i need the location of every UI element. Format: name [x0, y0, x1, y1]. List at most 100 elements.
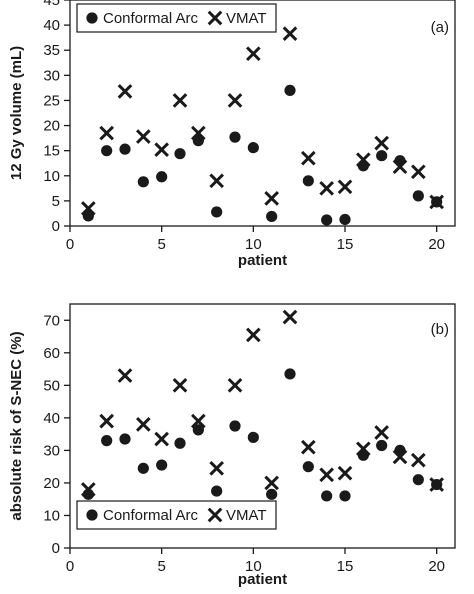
vmat-point [282, 26, 298, 41]
vmat-point [374, 425, 389, 440]
x-stroke [429, 477, 444, 492]
x-stroke [246, 46, 261, 62]
x-stroke [207, 10, 223, 26]
y-tick-label: 45 [43, 0, 60, 9]
conformal-arc-point [156, 459, 168, 471]
y-tick-label: 40 [43, 410, 60, 427]
vmat-point [81, 482, 96, 497]
vmat-point [227, 93, 243, 108]
conformal-arc-point [119, 433, 131, 445]
x-stroke [429, 194, 444, 210]
tick-marks [64, 319, 438, 554]
legend: Conformal Arc VMAT [76, 3, 277, 33]
y-tick-label: 25 [43, 92, 60, 109]
x-tick-label: 0 [66, 236, 74, 253]
legend-box [76, 500, 277, 530]
conformal-arc-point [321, 214, 333, 226]
vmat-point [264, 475, 279, 491]
x-tick-label: 10 [245, 236, 262, 253]
x-stroke [319, 181, 334, 196]
x-stroke [246, 327, 261, 343]
panel-tag: (a) [431, 19, 449, 36]
x-stroke [264, 475, 279, 491]
legend-x-marker [207, 10, 223, 26]
vmat-point [337, 179, 353, 195]
conformal-arc-point [229, 420, 241, 432]
conformal-arc-point [119, 143, 131, 155]
vmat-point [117, 368, 133, 383]
x-stroke [356, 441, 371, 457]
data-marks [81, 26, 444, 226]
x-tick-label: 5 [157, 236, 165, 253]
vmat-point [172, 378, 188, 393]
vmat-point [227, 378, 243, 393]
x-stroke [209, 460, 224, 476]
vmat-point [374, 135, 389, 151]
conformal-arc-point [156, 171, 168, 183]
conformal-arc-point [266, 210, 278, 223]
legend-circle-marker [86, 509, 98, 521]
x-stroke [411, 452, 426, 468]
x-stroke [81, 482, 96, 497]
conformal-arc-point [101, 435, 113, 447]
x-stroke [99, 413, 114, 429]
vmat-point [136, 129, 151, 144]
x-stroke [227, 93, 243, 108]
vmat-point [301, 439, 316, 455]
conformal-arc-point [247, 431, 259, 443]
vmat-point [264, 191, 279, 206]
y-tick-label: 30 [43, 67, 60, 84]
vmat-point [246, 46, 261, 62]
x-stroke [207, 507, 223, 523]
x-tick-label: 5 [157, 558, 165, 575]
legend-x-icon [207, 10, 223, 26]
plot-area-frame [69, 0, 456, 227]
tick-labels: 0 5 10 15 20 0 10 20 30 40 50 60 70 [43, 312, 445, 575]
tick-marks [64, 0, 438, 232]
x-stroke [154, 431, 169, 447]
x-stroke [282, 309, 298, 325]
conformal-arc-point [339, 213, 351, 226]
legend-circle-icon [86, 509, 98, 521]
vmat-point [191, 125, 206, 141]
vmat-point [209, 173, 224, 189]
legend-x-icon [207, 507, 223, 523]
x-stroke [337, 465, 353, 481]
x-stroke [172, 378, 188, 393]
vmat-point [154, 431, 169, 447]
conformal-arc-point [376, 439, 388, 452]
vmat-point [209, 460, 224, 476]
conformal-arc-point [174, 148, 186, 160]
vmat-point [301, 150, 316, 166]
vmat-point [429, 194, 444, 210]
conformal-arc-point [284, 84, 296, 96]
legend-label-conformal-arc: Conformal Arc [103, 10, 199, 27]
y-tick-label: 5 [52, 193, 60, 210]
data-marks [81, 309, 444, 502]
legend-label-vmat: VMAT [226, 507, 267, 524]
conformal-arc-point [302, 461, 314, 473]
chart-panel-b: 0 5 10 15 20 0 10 20 30 40 50 60 70 patient absolute… [8, 303, 456, 588]
conformal-arc-point [211, 485, 223, 497]
x-stroke [136, 129, 151, 144]
conformal-arc-point [412, 190, 424, 202]
x-stroke [172, 93, 188, 108]
vmat-point [282, 309, 298, 325]
x-tick-label: 15 [337, 558, 354, 575]
legend-circle-icon [86, 12, 98, 24]
legend-box [76, 3, 277, 33]
y-tick-label: 0 [52, 218, 60, 235]
x-stroke [117, 84, 133, 99]
x-tick-label: 20 [428, 236, 445, 253]
x-stroke [191, 413, 206, 429]
legend-x-marker [207, 507, 223, 523]
y-axis-title: absolute risk of S-NEC (%) [8, 331, 25, 520]
chart-panel-a: 0 5 10 15 20 0 5 10 15 20 25 30 35 40 45 patient 12 Gy… [8, 0, 456, 269]
x-tick-label: 0 [66, 558, 74, 575]
x-stroke [282, 26, 298, 41]
vmat-point [411, 452, 426, 468]
x-stroke [264, 191, 279, 206]
vmat-point [81, 201, 96, 216]
x-stroke [374, 425, 389, 440]
x-axis-title: patient [238, 252, 287, 269]
